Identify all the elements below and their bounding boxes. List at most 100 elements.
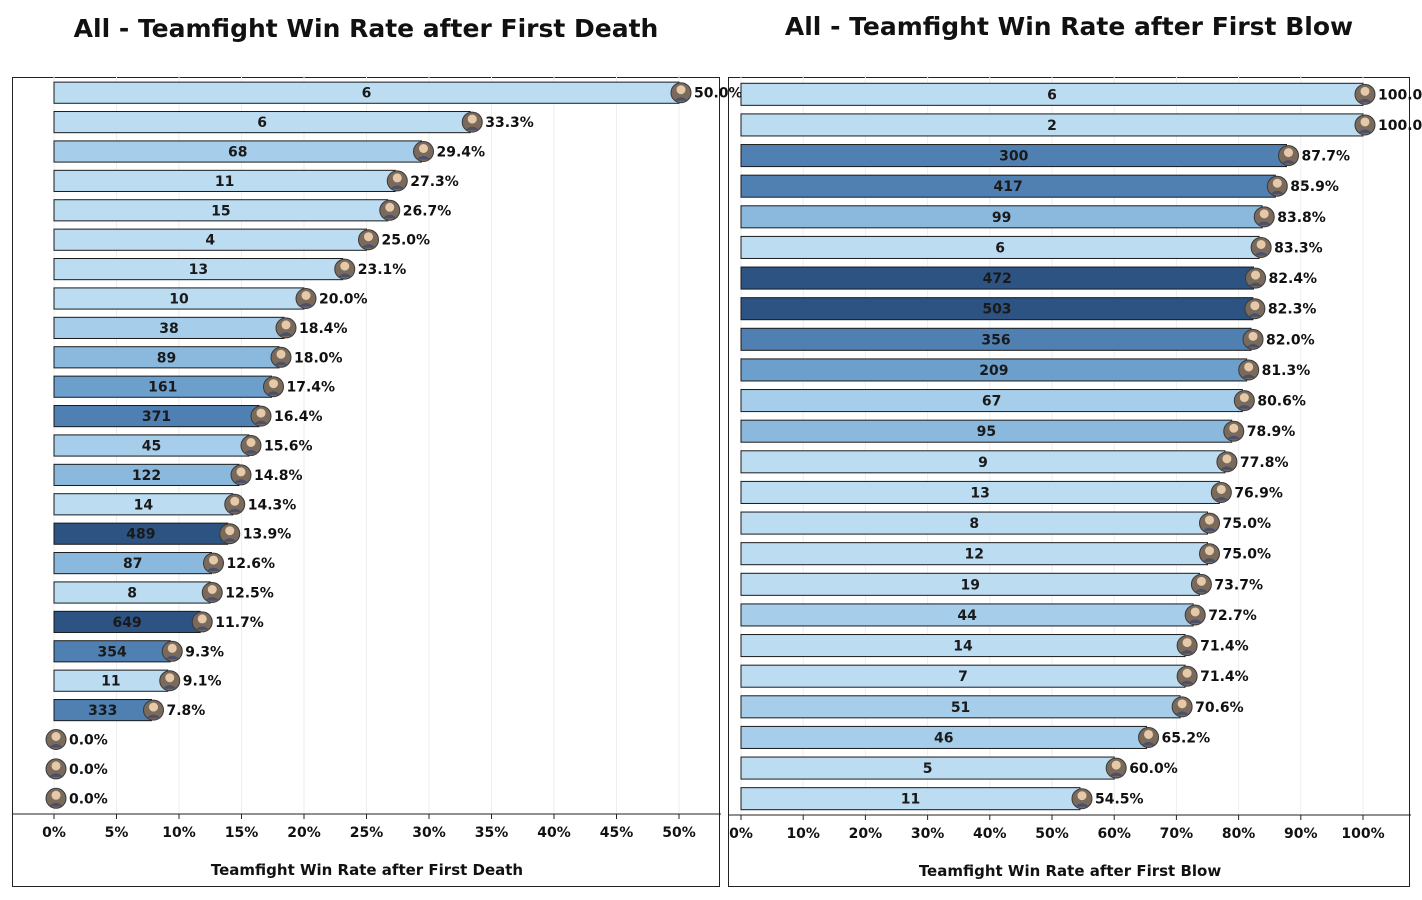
hero-portrait-icon — [1277, 145, 1299, 167]
bar-row: 89 18.0% — [53, 346, 343, 369]
bar-value-label: 25.0% — [382, 233, 431, 249]
bar-value-label: 70.6% — [1195, 700, 1244, 716]
bar-count-label: 46 — [934, 730, 953, 746]
bar-row: 15 26.7% — [53, 199, 452, 222]
bar-value-label: 71.4% — [1200, 669, 1249, 685]
hero-portrait-icon — [1190, 573, 1212, 595]
bar-row: 11 27.3% — [53, 169, 459, 192]
bar-row: 68 29.4% — [53, 140, 485, 163]
hero-portrait-icon — [295, 288, 317, 309]
hero-portrait-icon — [45, 729, 67, 750]
hero-portrait-icon — [45, 787, 67, 809]
hero-portrait-icon — [1354, 114, 1376, 136]
bar-count-label: 14 — [134, 497, 154, 513]
hero-portrait-icon — [203, 552, 224, 574]
bar-value-label: 100.0% — [1378, 87, 1422, 103]
bar-value-label: 7.8% — [167, 703, 206, 719]
x-tick-label: 60% — [1097, 826, 1131, 842]
bar-row: 6 33.3% — [53, 111, 534, 134]
hero-portrait-icon — [379, 199, 401, 221]
x-tick-label: 10% — [162, 825, 196, 841]
bar-value-label: 11.7% — [215, 615, 264, 631]
bar-count-label: 122 — [132, 468, 161, 484]
x-tick-label: 20% — [849, 826, 883, 842]
bar-row: 4 25.0% — [53, 228, 431, 251]
x-tick-label: 25% — [350, 825, 384, 841]
bar-count-label: 8 — [969, 516, 979, 532]
bar-value-label: 23.1% — [358, 262, 407, 278]
bar-row: 38 18.4% — [53, 316, 348, 339]
bar-row: 19 73.7% — [740, 572, 1263, 596]
hero-portrait-icon — [1250, 236, 1272, 258]
bar-count-label: 4 — [205, 233, 215, 249]
bar-count-label: 87 — [123, 556, 142, 572]
hero-portrait-icon — [201, 582, 223, 603]
bar-count-label: 9 — [978, 455, 988, 471]
hero-portrait-icon — [1233, 390, 1255, 412]
bar-value-label: 73.7% — [1214, 577, 1263, 593]
bar-count-label: 2 — [1047, 118, 1057, 134]
bar-row: 45 15.6% — [53, 434, 313, 457]
bar-count-label: 99 — [992, 210, 1011, 226]
bar-value-label: 0.0% — [69, 762, 108, 778]
bar-value-label: 33.3% — [485, 115, 534, 131]
x-tick-label: 40% — [537, 825, 571, 841]
bar-count-label: 67 — [982, 394, 1001, 410]
bar-count-label: 10 — [169, 292, 189, 308]
bar-count-label: 15 — [211, 203, 230, 219]
bar-value-label: 12.5% — [225, 586, 274, 602]
bar-count-label: 503 — [982, 302, 1011, 318]
hero-portrait-icon — [1266, 175, 1288, 197]
bar-value-label: 13.9% — [243, 527, 292, 543]
bar-count-label: 89 — [157, 350, 176, 366]
bar-row: 356 82.0% — [740, 327, 1315, 351]
bar-count-label: 44 — [957, 608, 977, 624]
bar-count-label: 209 — [979, 363, 1008, 379]
bar-value-label: 15.6% — [264, 439, 313, 455]
x-axis-label: Teamfight Win Rate after First Death — [211, 861, 523, 879]
bar-value-label: 100.0% — [1378, 118, 1422, 134]
bar-count-label: 161 — [148, 380, 177, 396]
hero-portrait-icon — [191, 611, 213, 633]
bar-row: 0.0% — [45, 758, 108, 780]
hero-portrait-icon — [45, 758, 67, 780]
x-tick-label: 10% — [786, 826, 820, 842]
hero-portrait-icon — [1223, 420, 1245, 442]
bar-value-label: 82.0% — [1266, 332, 1315, 348]
bar-value-label: 76.9% — [1234, 485, 1283, 501]
bar-row: 11 9.1% — [53, 669, 222, 692]
hero-portrait-icon — [159, 670, 181, 692]
bar-row: 2 100.0% — [740, 113, 1422, 137]
hero-portrait-icon — [358, 229, 379, 251]
bar-row: 12 75.0% — [740, 542, 1271, 566]
hero-portrait-icon — [1184, 604, 1206, 626]
bar-value-label: 9.3% — [185, 644, 224, 660]
bar-row: 354 9.3% — [53, 640, 224, 663]
hero-portrait-icon — [1253, 206, 1275, 228]
bar-count-label: 371 — [142, 409, 171, 425]
bar-row: 10 20.0% — [53, 287, 368, 310]
bar-value-label: 87.7% — [1301, 149, 1350, 165]
bar-count-label: 13 — [189, 262, 208, 278]
bar-value-label: 50.0% — [694, 86, 743, 102]
bar-row: 95 78.9% — [740, 419, 1295, 443]
right-chart-svg: 6100.0%2100.0%30087.7%41785.9%9983.8%683… — [729, 75, 1422, 880]
x-tick-label: 50% — [662, 825, 696, 841]
bar-count-label: 68 — [228, 145, 247, 161]
bar-count-label: 472 — [983, 271, 1012, 287]
bar-value-label: 16.4% — [274, 409, 323, 425]
bar-count-label: 11 — [215, 174, 234, 190]
hero-portrait-icon — [224, 493, 246, 515]
x-tick-label: 100% — [1341, 826, 1384, 842]
bar-count-label: 6 — [1047, 87, 1057, 103]
bar-value-label: 27.3% — [410, 174, 459, 190]
bar-count-label: 5 — [923, 761, 933, 777]
bar-value-label: 26.7% — [403, 203, 452, 219]
hero-portrait-icon — [263, 376, 284, 398]
bar-value-label: 0.0% — [69, 791, 108, 807]
hero-portrait-icon — [1105, 757, 1127, 779]
bar-row: 87 12.6% — [53, 552, 275, 575]
bar-row: 0.0% — [45, 729, 108, 750]
bar-count-label: 11 — [901, 792, 920, 808]
bar-value-label: 65.2% — [1162, 730, 1211, 746]
